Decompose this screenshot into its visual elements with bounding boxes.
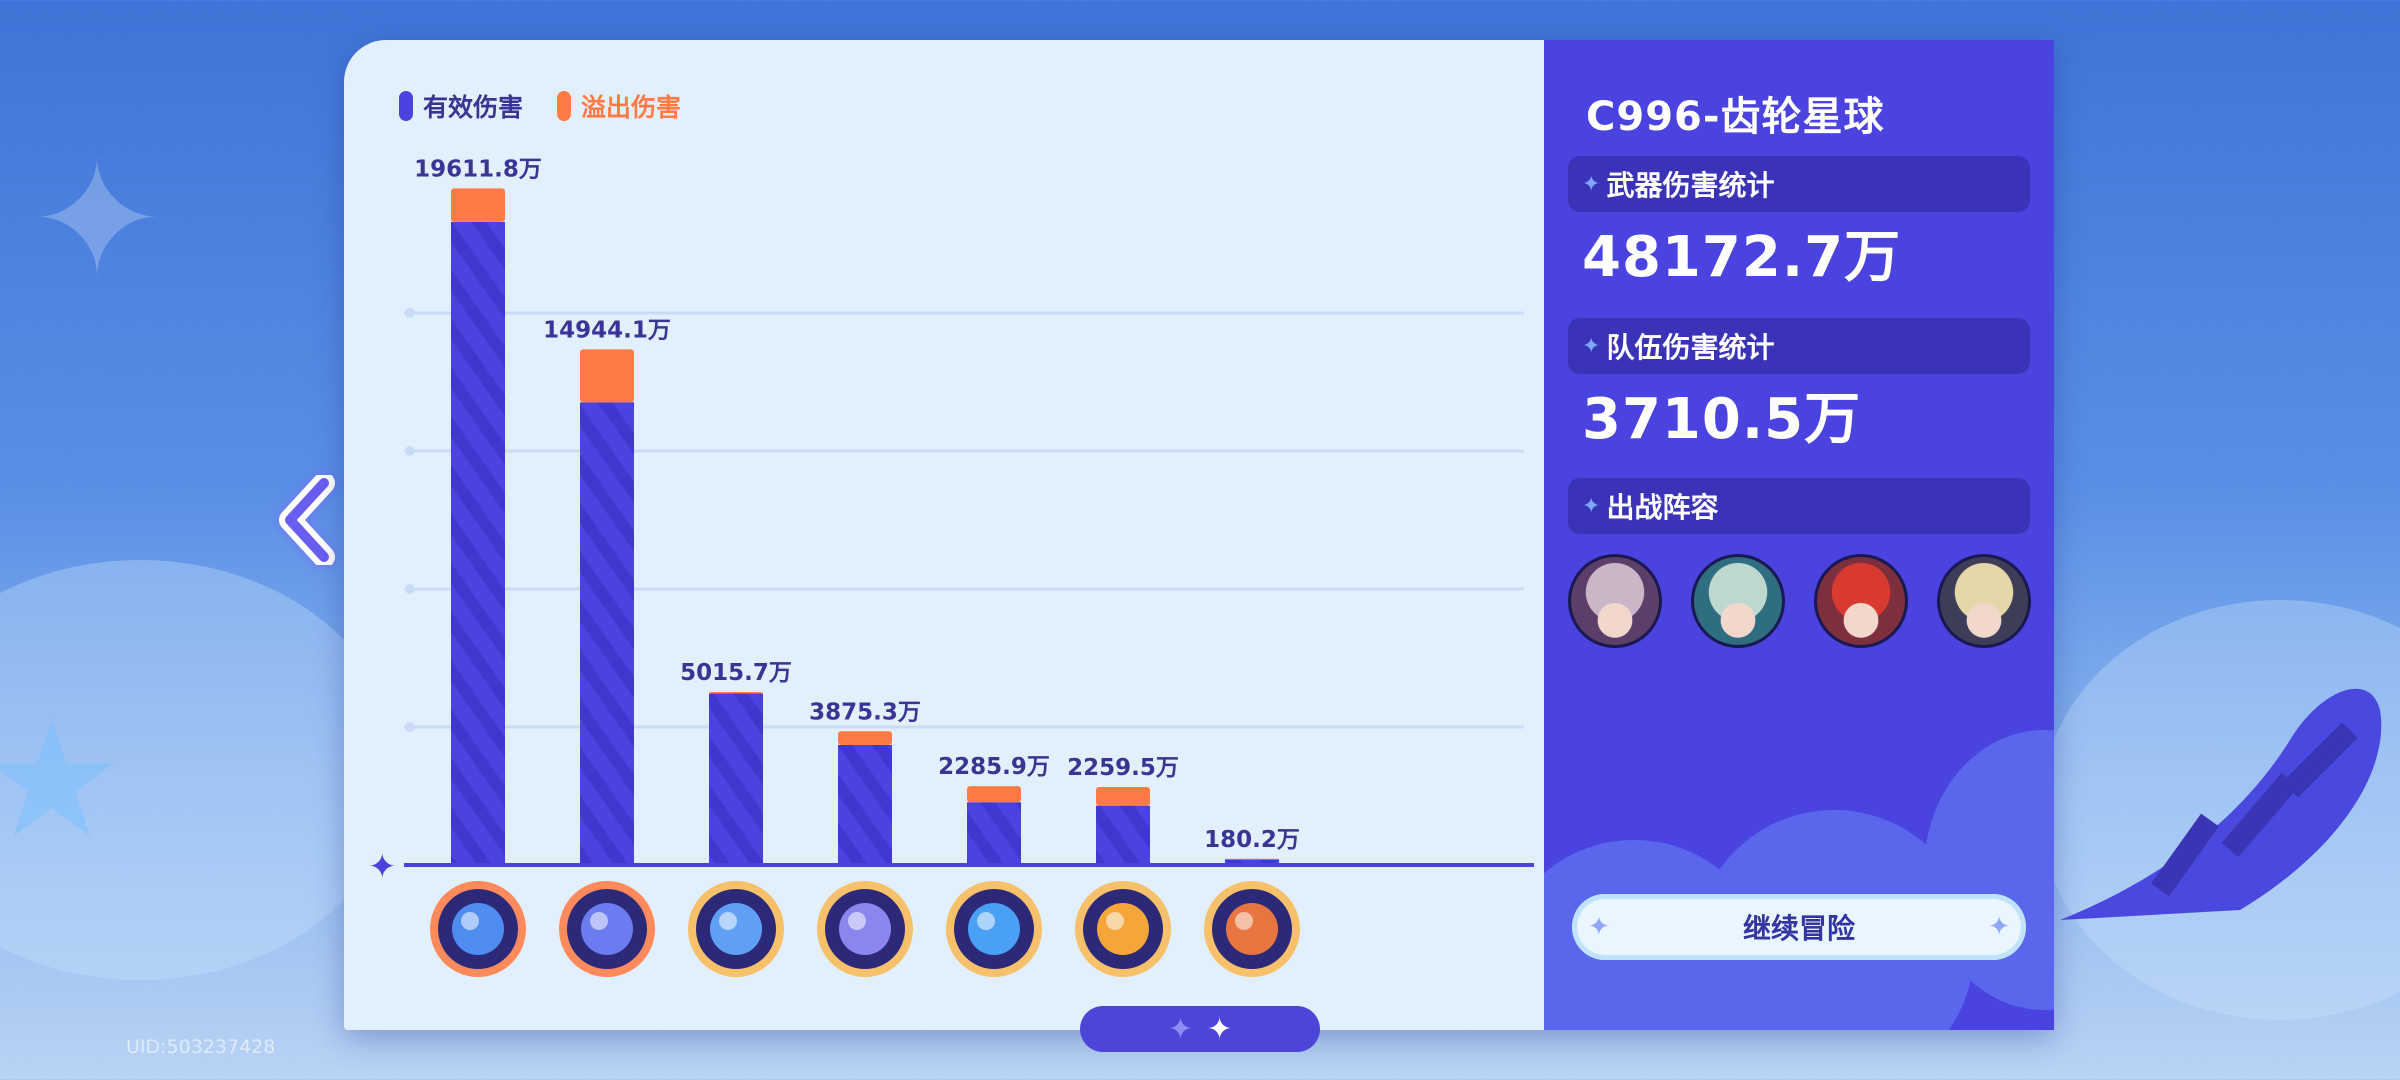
axis-star-icon: ✦ (368, 847, 397, 887)
bar-effective (967, 802, 1021, 865)
team-damage-label: 队伍伤害统计 (1606, 331, 1775, 364)
bar-value-label: 3875.3万 (809, 699, 921, 725)
bar-value-label: 2259.5万 (1067, 755, 1179, 781)
team-damage-header: ✦ 队伍伤害统计 (1568, 318, 2030, 374)
lineup-label: 出战阵容 (1606, 491, 1719, 524)
bar-effective (838, 744, 892, 865)
bar-overflow (1225, 858, 1279, 860)
bar-effective (1225, 858, 1279, 865)
continue-adventure-label: 继续冒险 (1742, 912, 1855, 945)
legend-item-effective: 有效伤害 (399, 88, 523, 124)
bar-overflow (1096, 787, 1150, 806)
legend-item-overflow: 溢出伤害 (557, 88, 681, 124)
bar-value-label: 19611.8万 (414, 156, 542, 182)
continue-adventure-button[interactable]: ✦ 继续冒险 ✦ (1572, 894, 2026, 960)
team-damage-value: 3710.5万 (1582, 387, 1862, 452)
crescent-moon-icon[interactable] (946, 881, 1042, 977)
sun-burst-icon[interactable] (1075, 881, 1171, 977)
grid-line-dot (405, 308, 415, 318)
page-dot-icon[interactable]: ✦ (1167, 1011, 1193, 1047)
legend-label-overflow: 溢出伤害 (581, 93, 682, 122)
character-blonde-avatar[interactable] (1937, 554, 2031, 648)
diamond-icon: ✦ (1582, 493, 1601, 519)
diamond-icon: ✦ (1582, 171, 1601, 197)
character-red-hair-avatar[interactable] (1814, 554, 1908, 648)
stage-title: C996-齿轮星球 (1586, 94, 1885, 140)
bar-value-label: 180.2万 (1204, 827, 1300, 853)
grid-line-dot (405, 722, 415, 732)
bar-effective (451, 221, 505, 866)
bar-overflow (580, 349, 634, 403)
background-striped-tail (2060, 688, 2382, 920)
background-star-icon: ★ (0, 686, 124, 873)
chevron-left-icon (279, 475, 335, 565)
bar-overflow (709, 691, 763, 694)
legend-label-effective: 有效伤害 (423, 93, 524, 122)
stats-panel: C996-齿轮星球 ✦ 武器伤害统计 48172.7万 ✦ 队伍伤害统计 371… (1544, 40, 2054, 1030)
damage-report-card: 有效伤害 溢出伤害 19611.8万 14944.1万 5015.7万 3875.3万… (344, 40, 2054, 1030)
sparkle-icon: ✦ (1588, 912, 1610, 942)
legend-swatch-overflow (557, 91, 572, 121)
ticket-box-icon[interactable] (1204, 881, 1300, 977)
previous-page-button[interactable] (268, 470, 348, 570)
legend-swatch-effective (399, 91, 413, 121)
bar-overflow (967, 786, 1021, 803)
uid-label: UID:503237428 (126, 1036, 276, 1058)
character-silver-hair-avatar[interactable] (1691, 554, 1785, 648)
bar-value-label: 2285.9万 (938, 754, 1050, 780)
damage-chart-panel: 有效伤害 溢出伤害 19611.8万 14944.1万 5015.7万 3875.3万… (344, 40, 1544, 1030)
bar-value-label: 5015.7万 (680, 660, 792, 686)
grid-line-dot (405, 446, 415, 456)
diamond-icon: ✦ (1582, 333, 1601, 359)
sparkle-icon: ✦ (1988, 912, 2010, 942)
bar-value-label: 14944.1万 (543, 317, 671, 343)
swirl-ring-icon[interactable] (817, 881, 913, 977)
chart-legend: 有效伤害 溢出伤害 (399, 88, 681, 124)
background-star-icon: ✦ (30, 126, 165, 313)
background-cloud (0, 560, 400, 980)
bar-effective (709, 693, 763, 865)
bar-effective (580, 402, 634, 865)
weapon-damage-header: ✦ 武器伤害统计 (1568, 156, 2030, 212)
character-witch-avatar[interactable] (1568, 554, 1662, 648)
page-indicator: ✦ ✦ (1080, 1006, 1320, 1052)
weapon-damage-value: 48172.7万 (1582, 225, 1902, 290)
grid-line-dot (405, 584, 415, 594)
bar-overflow (451, 188, 505, 222)
lineup-header: ✦ 出战阵容 (1568, 478, 2030, 534)
trident-icon[interactable] (688, 881, 784, 977)
gear-mace-icon[interactable] (430, 881, 526, 977)
bar-effective (1096, 805, 1150, 865)
damage-bar-chart: 19611.8万 14944.1万 5015.7万 3875.3万 2285.9万 225… (368, 156, 1534, 977)
cycle-orbit-icon[interactable] (559, 881, 655, 977)
bar-overflow (838, 731, 892, 745)
page-dot-active-icon[interactable]: ✦ (1207, 1011, 1233, 1047)
weapon-damage-label: 武器伤害统计 (1606, 169, 1775, 202)
